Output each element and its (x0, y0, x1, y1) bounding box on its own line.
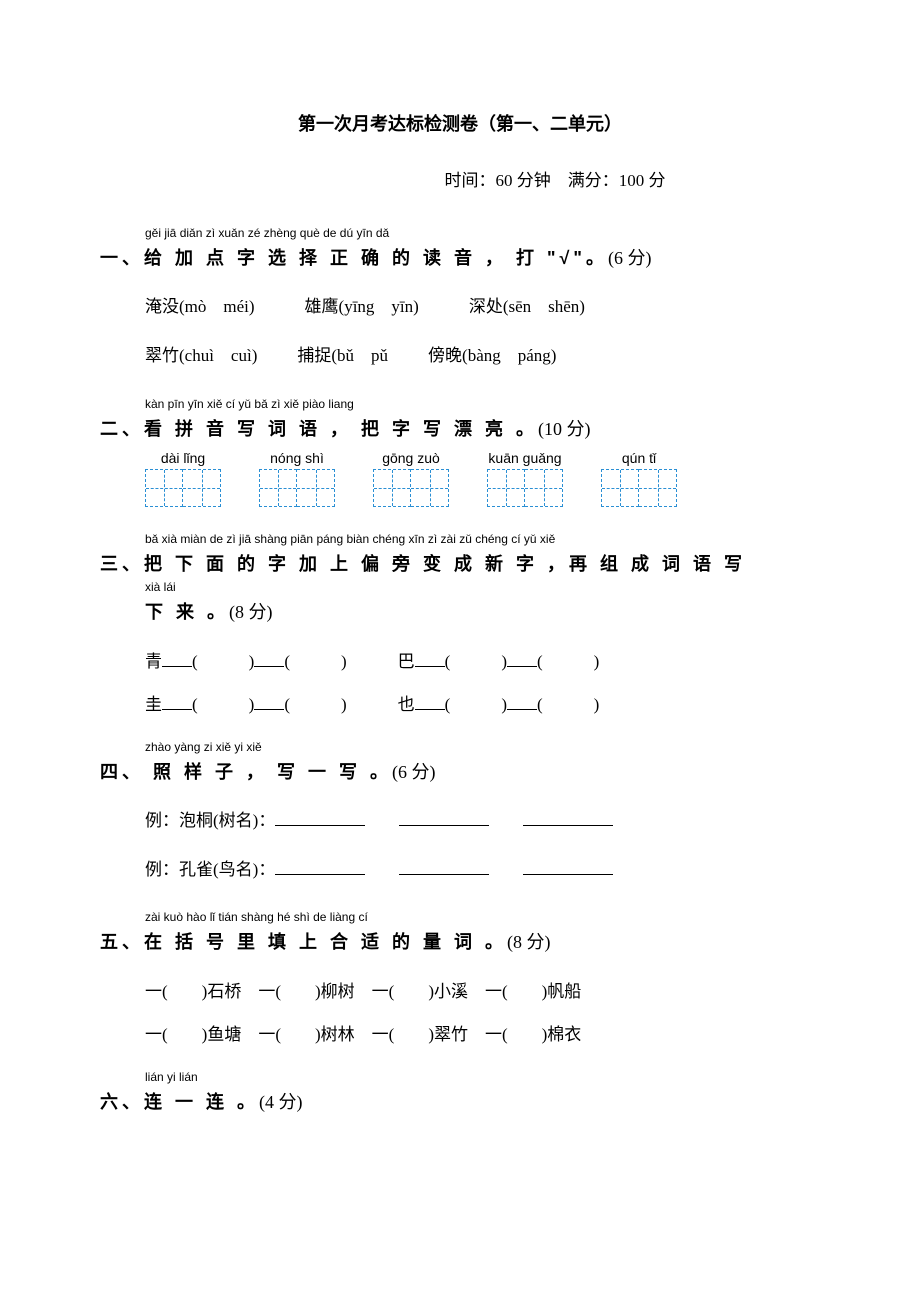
q3-pinyin-cont: xià lái (100, 580, 820, 594)
q3-heading-text: 三、把 下 面 的 字 加 上 偏 旁 变 成 新 字 ，再 组 成 词 语 写 (100, 554, 746, 574)
question-1: gěi jiā diǎn zì xuǎn zé zhèng què de dú … (100, 226, 820, 372)
q5-r2d: 一( )棉衣 (485, 1025, 581, 1044)
q2-word-4: kuān guǎng (487, 450, 563, 507)
q5-r2b: 一( )树林 (258, 1025, 354, 1044)
q4-heading-text: 四、 照 样 子 ， 写 一 写 。 (100, 762, 392, 782)
question-3: bǎ xià miàn de zì jiā shàng piān páng bi… (100, 532, 820, 715)
q5-r2c: 一( )翠竹 (372, 1025, 468, 1044)
q2-word-5: qún tǐ (601, 450, 677, 507)
q1-row2c: 傍晚(bàng páng) (428, 341, 556, 372)
tian-box[interactable] (145, 469, 183, 507)
q2-word-1-pinyin: dài lǐng (161, 450, 205, 466)
question-2: kàn pīn yīn xiě cí yǔ bǎ zì xiě piào lia… (100, 397, 820, 507)
q4-ex2-text: 例：孔雀(鸟名)： (145, 860, 275, 879)
q3-heading: 三、把 下 面 的 字 加 上 偏 旁 变 成 新 字 ，再 组 成 词 语 写 (100, 548, 820, 580)
question-6: lián yi lián 六、连 一 连 。(4 分) (100, 1070, 820, 1118)
q1-row1b: 雄鹰(yīng yīn) (305, 292, 419, 323)
q5-r1b: 一( )柳树 (258, 982, 354, 1001)
q5-heading-text: 五、在 括 号 里 填 上 合 适 的 量 词 。 (100, 932, 507, 952)
q2-word-3: gōng zuò (373, 450, 449, 507)
q3-heading-cont: 下 来 。(8 分) (100, 596, 820, 628)
q5-heading: 五、在 括 号 里 填 上 合 适 的 量 词 。(8 分) (100, 926, 820, 958)
q3-pinyin: bǎ xià miàn de zì jiā shàng piān páng bi… (100, 532, 820, 546)
tian-box[interactable] (487, 469, 525, 507)
q3-r2b: 也 (398, 695, 415, 714)
q3-row1: 青( )( ) 巴( )( ) (145, 647, 820, 672)
q2-pinyin: kàn pīn yīn xiě cí yǔ bǎ zì xiě piào lia… (100, 397, 820, 411)
q1-row1c: 深处(sēn shēn) (469, 292, 585, 323)
tian-box[interactable] (601, 469, 639, 507)
q4-ex1: 例：泡桐(树名)： (145, 806, 820, 837)
tian-box[interactable] (297, 469, 335, 507)
q3-r2a: 圭 (145, 695, 162, 714)
q5-r1d: 一( )帆船 (485, 982, 581, 1001)
tian-box[interactable] (639, 469, 677, 507)
q2-word-3-pinyin: gōng zuò (382, 450, 440, 466)
tian-box[interactable] (373, 469, 411, 507)
q5-r1c: 一( )小溪 (372, 982, 468, 1001)
q2-word-2-pinyin: nóng shì (270, 450, 324, 466)
exam-title: 第一次月考达标检测卷（第一、二单元） (100, 110, 820, 136)
q5-pinyin: zài kuò hào lǐ tián shàng hé shì de liàn… (100, 910, 820, 924)
q4-ex1-text: 例：泡桐(树名)： (145, 811, 275, 830)
q2-word-4-pinyin: kuān guǎng (488, 450, 561, 466)
q5-r2a: 一( )鱼塘 (145, 1025, 241, 1044)
q3-row2: 圭( )( ) 也( )( ) (145, 690, 820, 715)
q1-row1a: 淹没(mò méi) (145, 292, 255, 323)
q3-r1a: 青 (145, 652, 162, 671)
q6-points: (4 分) (259, 1092, 303, 1112)
tian-box[interactable] (183, 469, 221, 507)
q6-pinyin: lián yi lián (100, 1070, 820, 1084)
q2-points: (10 分) (538, 419, 591, 439)
q2-heading: 二、看 拼 音 写 词 语 ， 把 字 写 漂 亮 。(10 分) (100, 413, 820, 445)
q5-row2: 一( )鱼塘 一( )树林 一( )翠竹 一( )棉衣 (145, 1020, 820, 1045)
q1-row1: 淹没(mò méi) 雄鹰(yīng yīn) 深处(sēn shēn) (145, 292, 820, 323)
q2-word-2: nóng shì (259, 450, 335, 507)
q1-row2: 翠竹(chuì cuì) 捕捉(bǔ pǔ 傍晚(bàng páng) (145, 341, 820, 372)
q1-row2a: 翠竹(chuì cuì) (145, 341, 257, 372)
q3-heading-cont-text: 下 来 。 (145, 602, 229, 622)
q4-pinyin: zhào yàng zi xiě yi xiě (100, 740, 820, 754)
q1-heading-text: 一、给 加 点 字 选 择 正 确 的 读 音 ， 打 "√"。 (100, 248, 608, 268)
q2-word-5-pinyin: qún tǐ (622, 450, 656, 466)
q2-word-1: dài lǐng (145, 450, 221, 507)
q2-grid: dài lǐng nóng shì gōng zuò kuān guǎng qú… (145, 450, 820, 507)
tian-box[interactable] (259, 469, 297, 507)
q5-points: (8 分) (507, 932, 551, 952)
q1-pinyin: gěi jiā diǎn zì xuǎn zé zhèng què de dú … (100, 226, 820, 240)
question-4: zhào yàng zi xiě yi xiě 四、 照 样 子 ， 写 一 写… (100, 740, 820, 886)
time-score: 时间：60 分钟 满分：100 分 (100, 166, 820, 191)
q5-r1a: 一( )石桥 (145, 982, 241, 1001)
tian-box[interactable] (525, 469, 563, 507)
q6-heading: 六、连 一 连 。(4 分) (100, 1086, 820, 1118)
q3-points: (8 分) (229, 602, 273, 622)
q4-points: (6 分) (392, 762, 436, 782)
q2-heading-text: 二、看 拼 音 写 词 语 ， 把 字 写 漂 亮 。 (100, 419, 538, 439)
tian-box[interactable] (411, 469, 449, 507)
q1-row2b: 捕捉(bǔ pǔ (297, 341, 388, 372)
q4-heading: 四、 照 样 子 ， 写 一 写 。(6 分) (100, 756, 820, 788)
q1-points: (6 分) (608, 248, 652, 268)
question-5: zài kuò hào lǐ tián shàng hé shì de liàn… (100, 910, 820, 1044)
q1-heading: 一、给 加 点 字 选 择 正 确 的 读 音 ， 打 "√"。(6 分) (100, 242, 820, 274)
q3-r1b: 巴 (398, 652, 415, 671)
q4-ex2: 例：孔雀(鸟名)： (145, 855, 820, 886)
q5-row1: 一( )石桥 一( )柳树 一( )小溪 一( )帆船 (145, 977, 820, 1002)
q6-heading-text: 六、连 一 连 。 (100, 1092, 259, 1112)
